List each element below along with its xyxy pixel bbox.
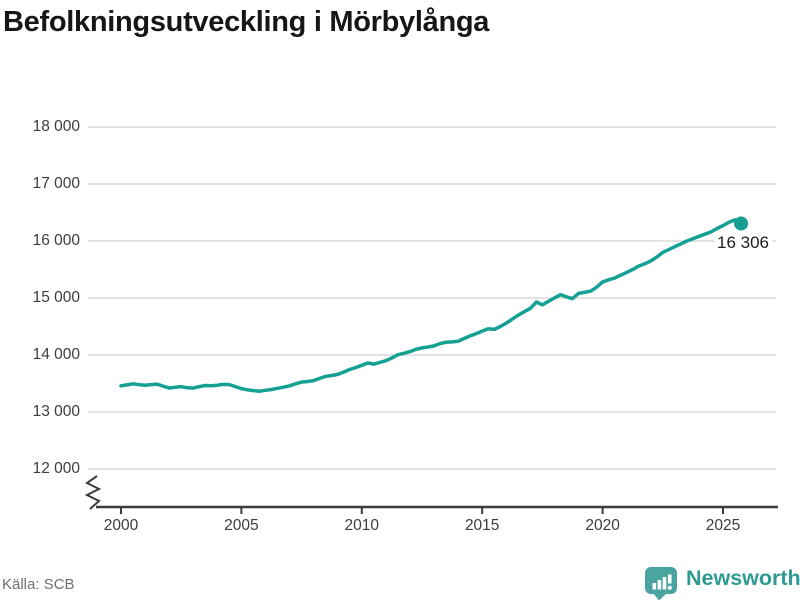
logo-exclamation-dot	[667, 585, 672, 590]
x-axis-label: 2005	[224, 517, 259, 534]
y-axis-label: 17 000	[32, 175, 80, 192]
y-axis-label: 12 000	[32, 460, 80, 477]
source-caption: Källa: SCB	[2, 576, 75, 593]
x-axis-label: 2015	[464, 517, 500, 534]
y-axis-label: 13 000	[32, 403, 80, 420]
brand-name: Newsworthy	[686, 566, 800, 590]
x-axis-label: 2010	[344, 517, 380, 534]
y-axis-label: 16 000	[32, 232, 80, 249]
y-axis-label: 14 000	[32, 346, 80, 363]
y-axis-label: 18 000	[32, 118, 80, 135]
y-axis-label: 15 000	[32, 289, 80, 306]
logo-bar-2	[657, 580, 662, 590]
axis-break-icon	[84, 475, 102, 510]
x-axis-label: 2020	[585, 517, 620, 534]
population-line	[119, 218, 743, 393]
end-point-dot	[734, 216, 749, 231]
logo-exclamation-bar	[668, 574, 672, 584]
page-title: Befolkningsutveckling i Mörbylånga	[3, 6, 490, 38]
newsworthy-logo-icon	[645, 567, 677, 600]
logo-tail	[653, 593, 667, 600]
logo-bar-1	[652, 583, 657, 590]
x-axis-label: 2000	[103, 517, 139, 534]
logo-bar-3	[662, 577, 667, 590]
end-value-label: 16 306	[714, 233, 772, 253]
x-axis-label: 2025	[705, 517, 741, 534]
